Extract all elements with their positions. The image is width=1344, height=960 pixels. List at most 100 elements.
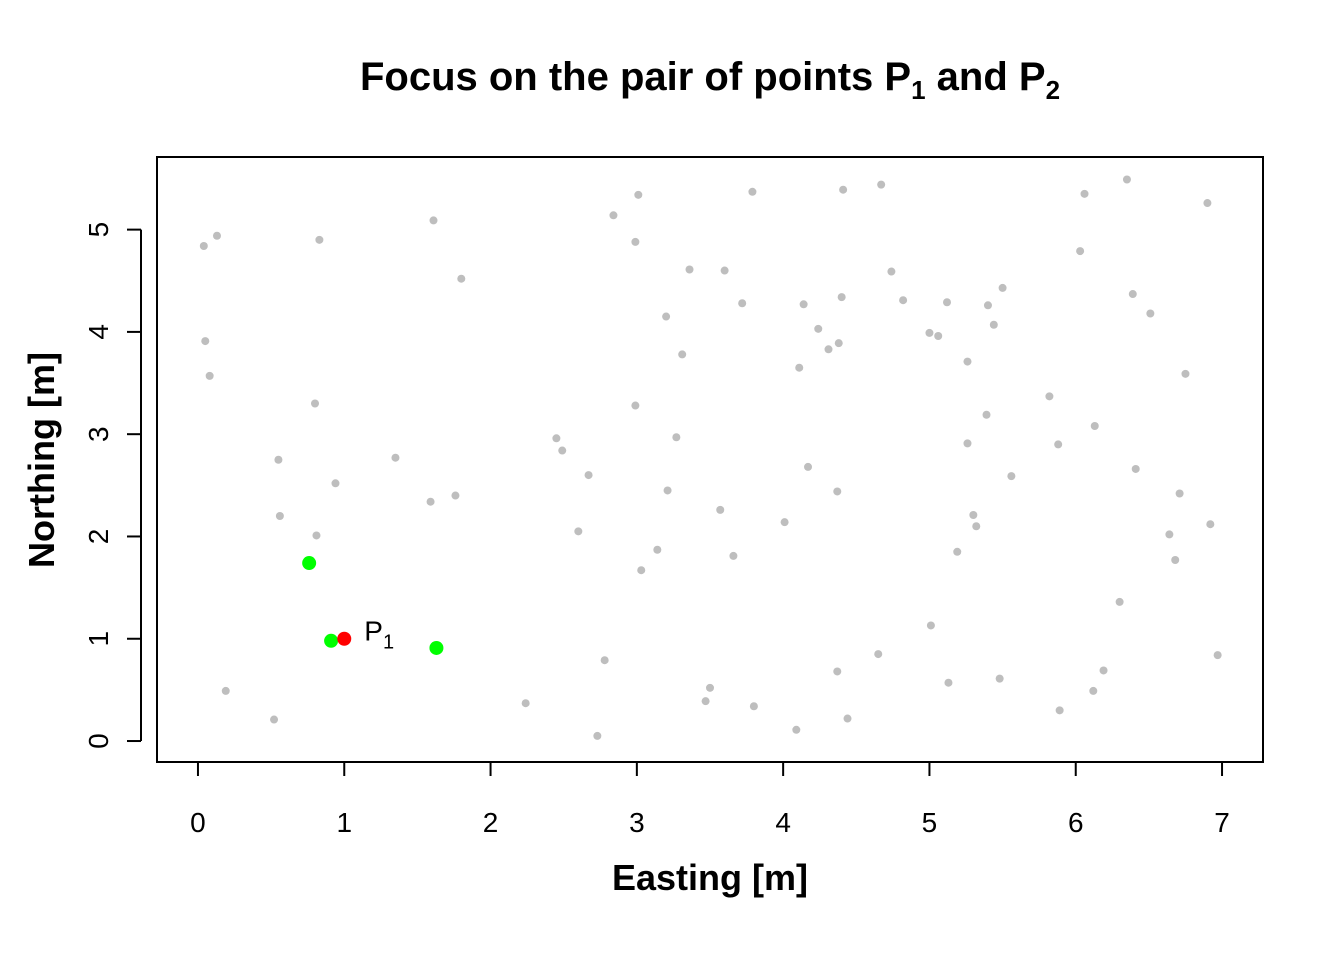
x-tick-label: 1 [336, 807, 352, 838]
y-tick-label: 1 [83, 631, 114, 647]
point [887, 267, 896, 276]
point [663, 486, 672, 495]
x-tick-label: 6 [1068, 807, 1084, 838]
plot-frame [156, 156, 1264, 763]
point [574, 527, 583, 536]
chart-title: Focus on the pair of points P1 and P2 [360, 55, 1060, 105]
annotation-text: P [364, 616, 383, 647]
point [1181, 369, 1190, 378]
point [337, 631, 352, 646]
point [748, 187, 757, 196]
point [738, 299, 747, 308]
point [558, 446, 567, 455]
point [1099, 666, 1108, 675]
point [678, 350, 687, 359]
point [804, 462, 813, 471]
point [963, 357, 972, 366]
point [205, 371, 214, 380]
point [1175, 489, 1184, 498]
point [552, 434, 561, 443]
y-tick-label: 2 [83, 529, 114, 545]
point [843, 714, 852, 723]
point [1128, 290, 1137, 299]
point [1115, 597, 1124, 606]
point [1171, 555, 1180, 564]
point [1203, 199, 1212, 208]
point [1131, 464, 1140, 473]
point [716, 505, 725, 514]
point [312, 531, 321, 540]
annotation-subscript: 1 [383, 632, 394, 654]
point [593, 731, 602, 740]
point [1080, 189, 1089, 198]
point [631, 401, 640, 410]
point [934, 331, 943, 340]
point [457, 274, 466, 283]
point [1055, 706, 1064, 715]
point [926, 621, 935, 630]
point [201, 337, 210, 346]
point [521, 699, 530, 708]
point [729, 551, 738, 560]
x-tick-label: 3 [629, 807, 645, 838]
point [749, 702, 758, 711]
point [634, 190, 643, 199]
x-tick-label: 4 [775, 807, 791, 838]
point [833, 487, 842, 496]
point [799, 300, 808, 309]
point [1206, 520, 1215, 529]
point [963, 439, 972, 448]
point [982, 410, 991, 419]
point [637, 566, 646, 575]
point [792, 725, 801, 734]
x-axis-label: Easting [m] [612, 857, 808, 898]
point [839, 185, 848, 194]
point [925, 328, 934, 337]
point [221, 686, 230, 695]
y-tick-label: 3 [83, 426, 114, 442]
x-tick-label: 0 [190, 807, 206, 838]
title-part: and P [926, 55, 1046, 99]
point [1076, 247, 1085, 256]
point [833, 667, 842, 676]
point [983, 301, 992, 310]
x-tick-label: 5 [922, 807, 938, 838]
y-tick-label: 5 [83, 222, 114, 238]
point [814, 324, 823, 333]
y-tick-label: 0 [83, 733, 114, 749]
point [1122, 175, 1131, 184]
point [275, 512, 284, 521]
point [1089, 686, 1098, 695]
x-tick-label: 2 [483, 807, 499, 838]
title-subscript: 2 [1046, 75, 1060, 105]
x-tick-label: 7 [1214, 807, 1230, 838]
point [631, 237, 640, 246]
point [824, 345, 833, 354]
point [795, 363, 804, 372]
point [944, 678, 953, 687]
point [1007, 472, 1016, 481]
point [972, 522, 981, 531]
point [199, 241, 208, 250]
point [302, 556, 317, 571]
point [274, 455, 283, 464]
point [998, 283, 1007, 292]
point [837, 293, 846, 302]
point [1045, 392, 1054, 401]
point [391, 453, 400, 462]
point [451, 491, 460, 500]
title-part: Focus on the pair of points P [360, 55, 911, 99]
point [706, 683, 714, 692]
point [1090, 422, 1099, 431]
point [315, 235, 324, 244]
point [1213, 651, 1222, 660]
annotation: P1 [364, 616, 394, 654]
point [1165, 530, 1174, 539]
point [874, 650, 883, 659]
point [212, 231, 221, 240]
point [429, 640, 444, 655]
point [1146, 309, 1155, 318]
point [943, 298, 951, 307]
point [331, 479, 340, 488]
point [899, 296, 908, 305]
